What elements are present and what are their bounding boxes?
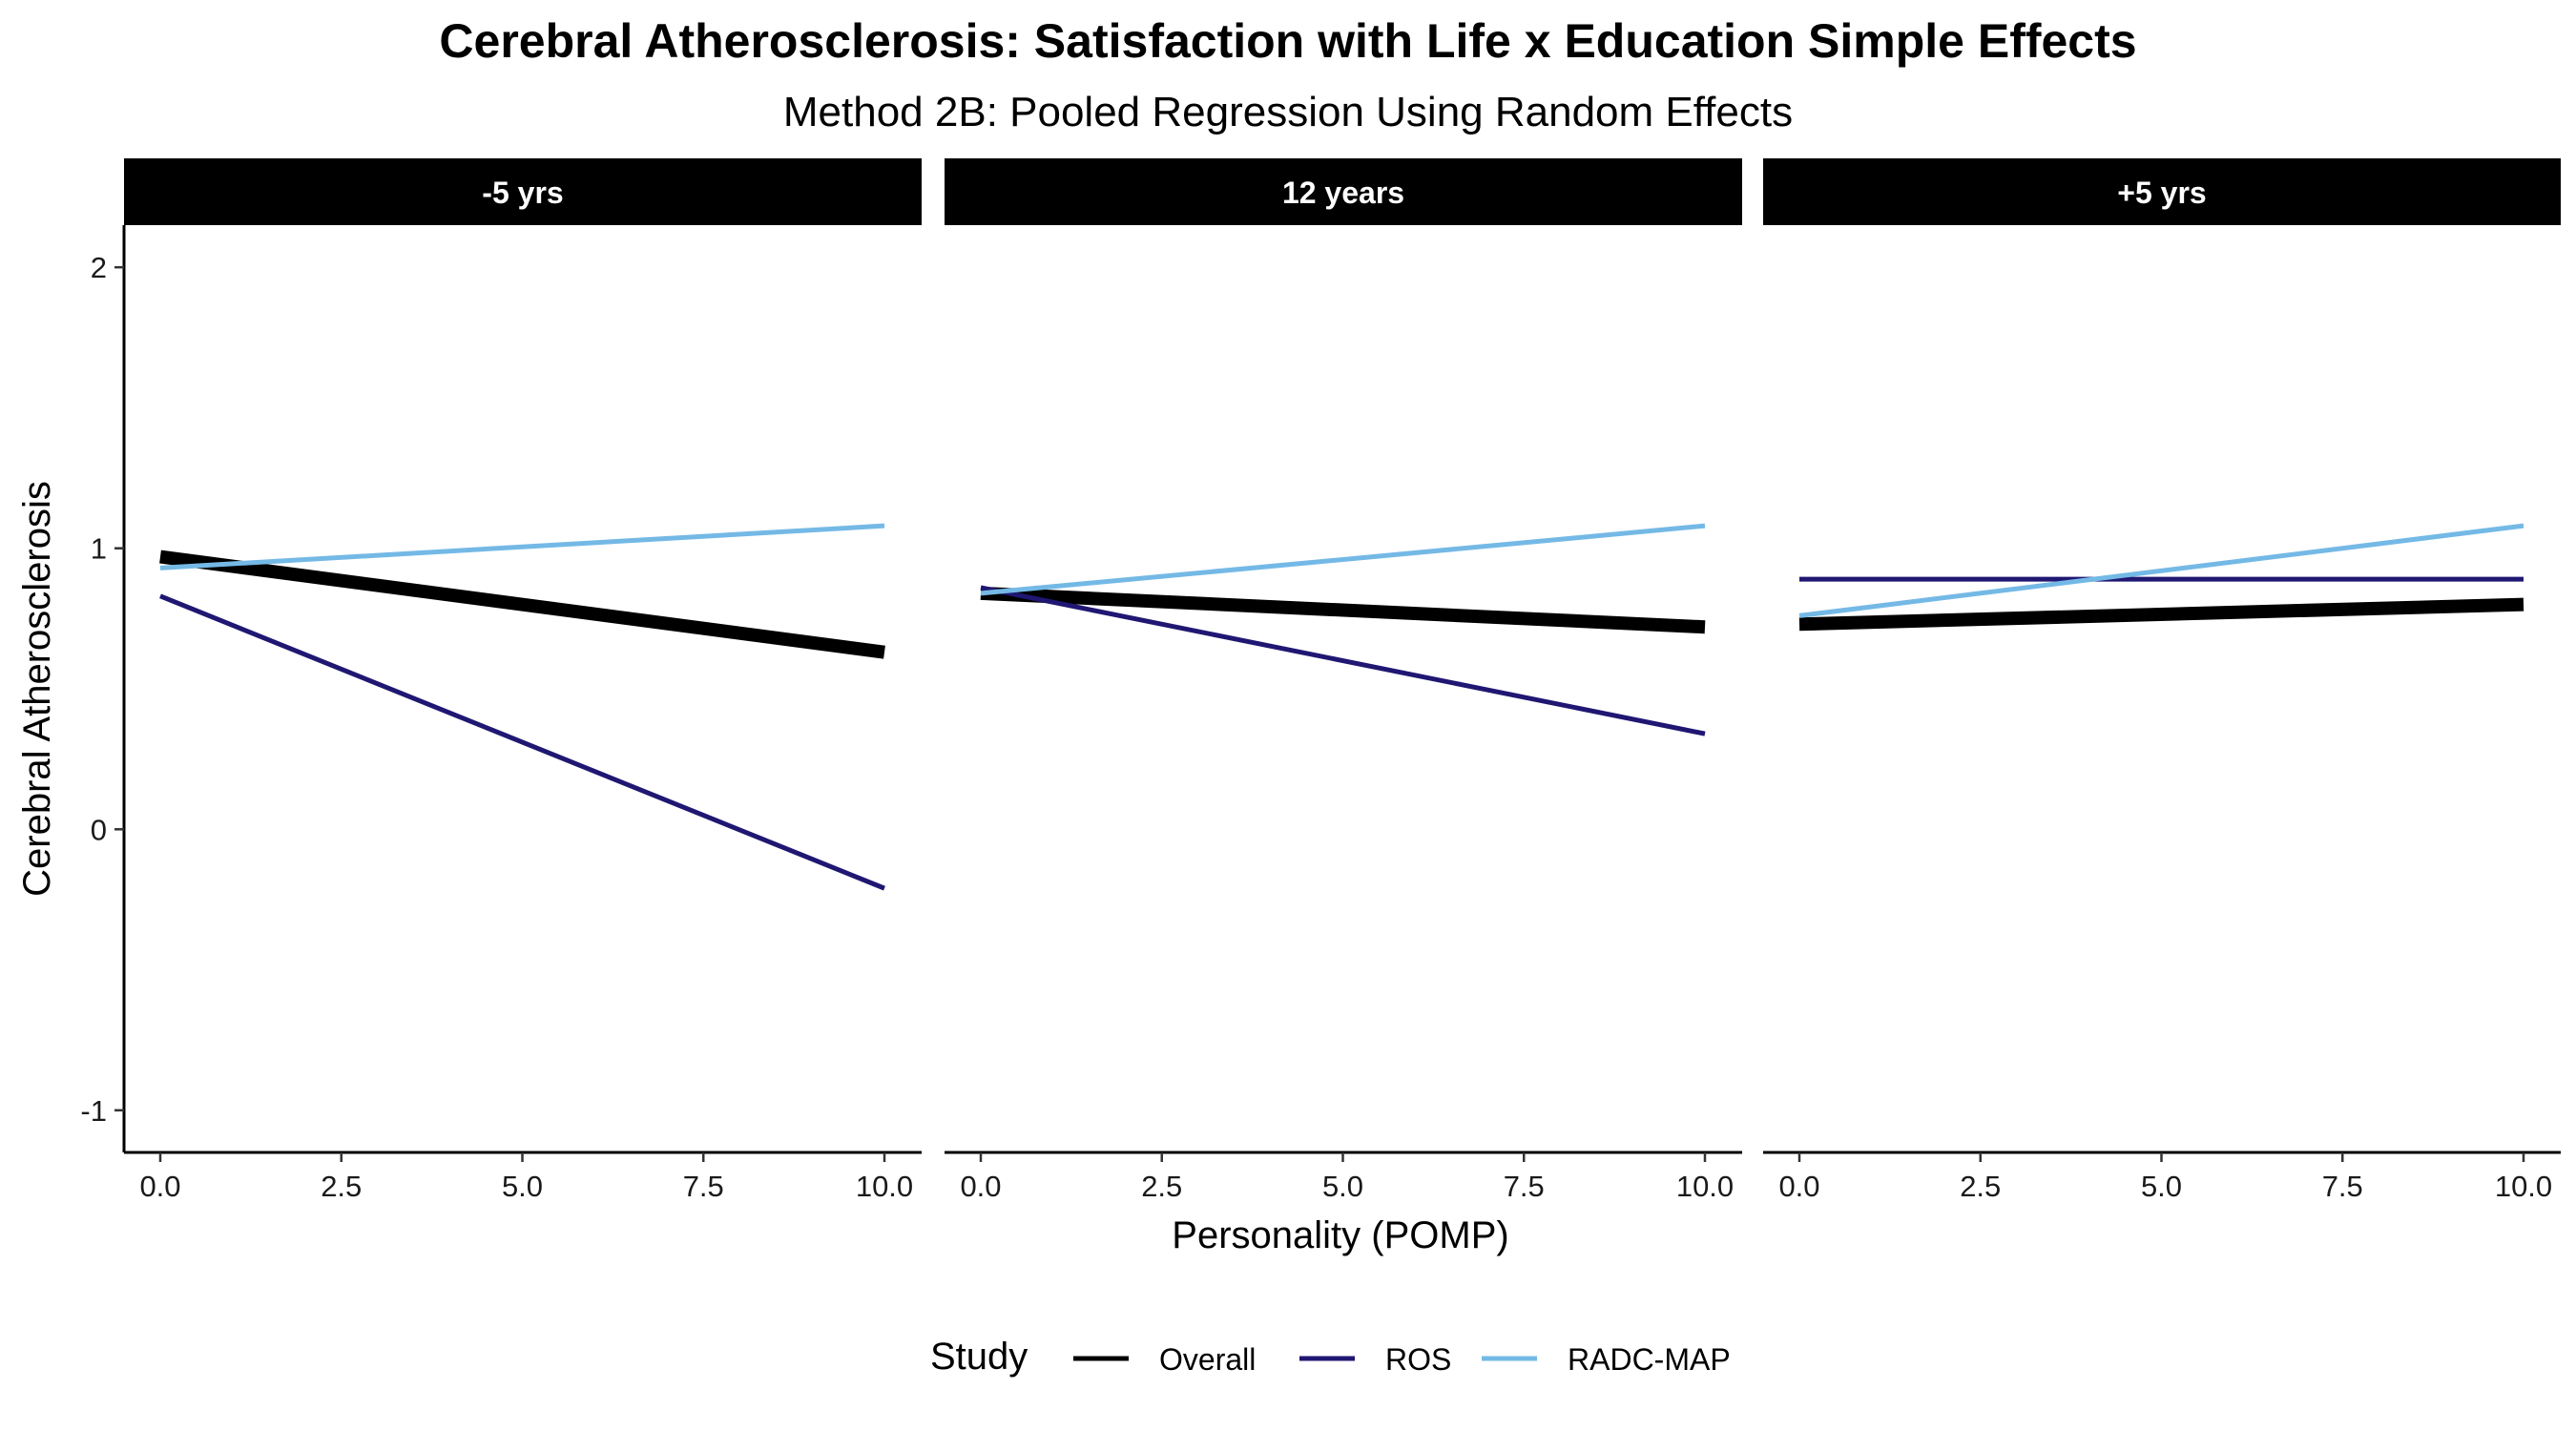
x-tick-label: 5.0: [2141, 1170, 2182, 1203]
x-tick-label: 10.0: [2495, 1170, 2552, 1203]
facet-strip-label: +5 yrs: [2117, 176, 2206, 210]
facet-panel: 12 years 0.0 2.5 5.0 7.5 10.0: [945, 158, 1742, 1203]
facet-strip: [945, 158, 1742, 225]
legend-item: ROS: [1299, 1342, 1451, 1377]
series-line-radc-map: [159, 523, 885, 570]
x-tick-label: 5.0: [1322, 1170, 1363, 1203]
legend-label: ROS: [1385, 1342, 1451, 1377]
series-line-ros: [159, 593, 885, 891]
series-line-overall: [159, 550, 885, 659]
x-tick-label: 7.5: [1504, 1170, 1545, 1203]
facet-panel: -5 yrs 0.0 2.5 5.0 7.5 10.0 -1 0 1 2: [80, 158, 922, 1203]
x-axis-label: Personality (POMP): [1172, 1214, 1508, 1256]
series-line-ros: [980, 585, 1706, 736]
series-line-overall: [1798, 597, 2524, 632]
legend-title: Study: [930, 1336, 1028, 1378]
chart-title: Cerebral Atherosclerosis: Satisfaction w…: [439, 14, 2136, 68]
x-tick-label: 10.0: [856, 1170, 913, 1203]
x-tick-label: 2.5: [1960, 1170, 2001, 1203]
y-axis-label: Cerebral Atherosclerosis: [16, 481, 58, 897]
x-tick-label: 7.5: [2322, 1170, 2363, 1203]
facet-strip-label: -5 yrs: [482, 176, 563, 210]
series-line-overall: [980, 586, 1706, 634]
series-line-radc-map: [1798, 523, 2524, 618]
y-tick-label: 2: [91, 251, 107, 284]
x-tick-label: 2.5: [321, 1170, 362, 1203]
facet-panels: -5 yrs 0.0 2.5 5.0 7.5 10.0 -1 0 1 2 12 years 0.0 2.…: [80, 158, 2561, 1203]
facet-strip-label: 12 years: [1282, 176, 1404, 210]
legend-item: Overall: [1073, 1342, 1256, 1377]
x-tick-label: 7.5: [683, 1170, 724, 1203]
x-tick-label: 0.0: [1778, 1170, 1819, 1203]
legend-item: RADC-MAP: [1482, 1342, 1731, 1377]
x-tick-label: 5.0: [502, 1170, 543, 1203]
facet-strip: [124, 158, 922, 225]
legend-label: RADC-MAP: [1568, 1342, 1731, 1377]
chart-subtitle: Method 2B: Pooled Regression Using Rando…: [783, 89, 1793, 135]
facet-panel: +5 yrs 0.0 2.5 5.0 7.5 10.0: [1763, 158, 2561, 1203]
facet-strip: [1763, 158, 2561, 225]
x-tick-label: 10.0: [1676, 1170, 1734, 1203]
y-tick-label: 1: [91, 532, 107, 566]
y-tick-label: 0: [91, 813, 107, 846]
x-tick-label: 0.0: [139, 1170, 180, 1203]
legend: Study Overall ROS RADC-MAP: [930, 1336, 1731, 1378]
series-line-radc-map: [980, 523, 1706, 596]
x-tick-label: 2.5: [1141, 1170, 1182, 1203]
x-tick-label: 0.0: [960, 1170, 1001, 1203]
y-tick-label: -1: [80, 1094, 107, 1128]
legend-label: Overall: [1159, 1342, 1256, 1377]
